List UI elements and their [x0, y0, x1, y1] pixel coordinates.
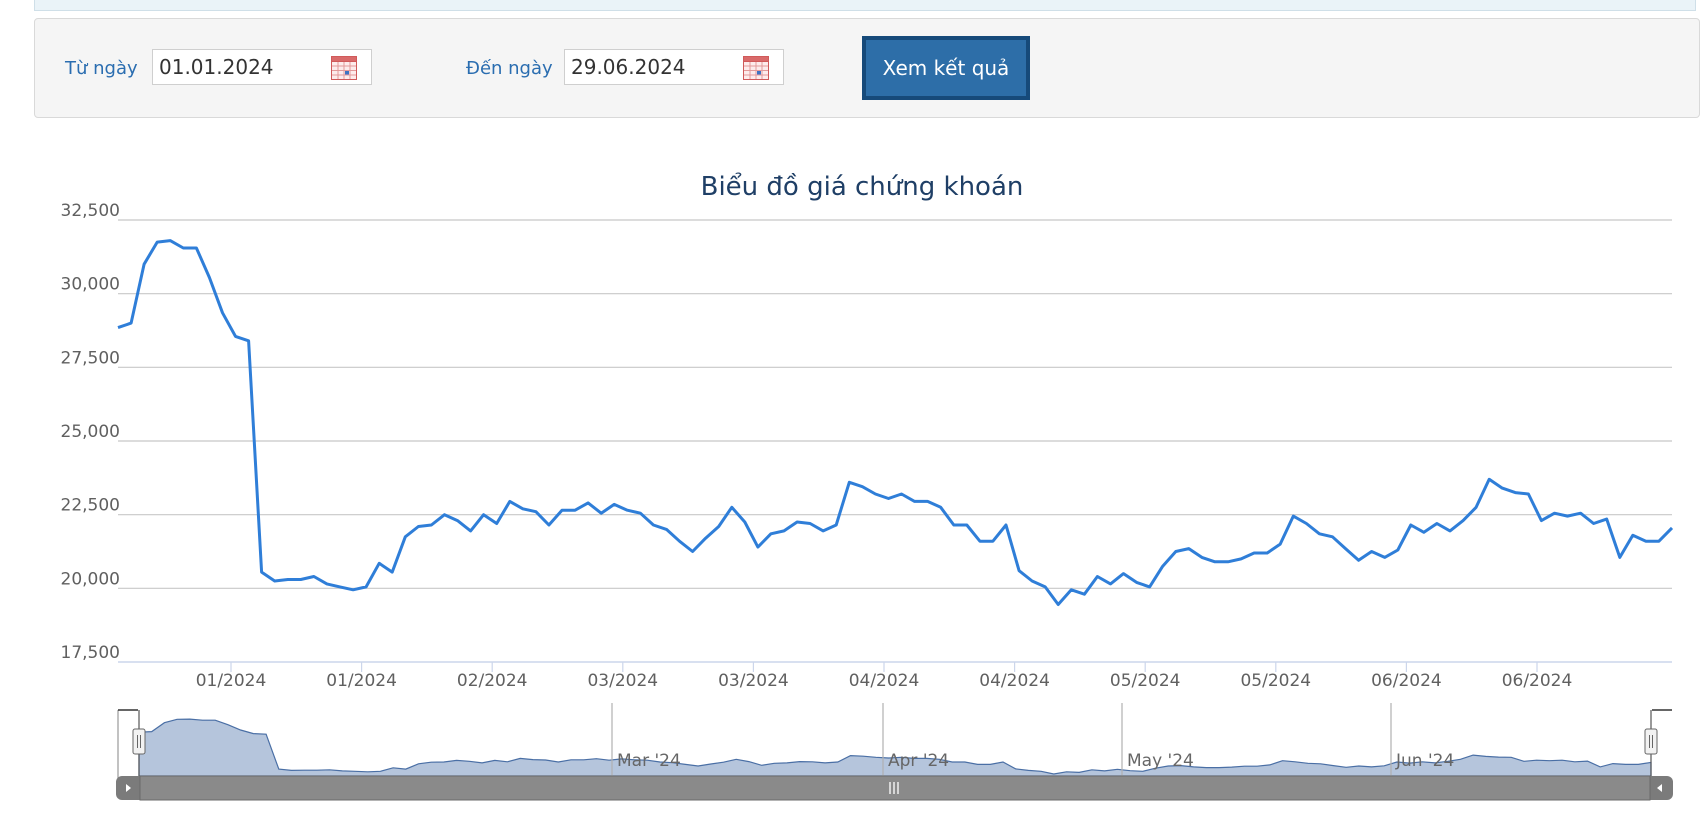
navigator-month-label: Apr '24 — [888, 751, 949, 771]
y-tick-label: 22,500 — [61, 496, 120, 516]
calendar-icon[interactable] — [331, 56, 357, 80]
y-tick-label: 27,500 — [61, 348, 120, 368]
x-tick-label: 02/2024 — [457, 671, 528, 691]
navigator-month-label: Jun '24 — [1395, 751, 1454, 771]
x-tick-label: 04/2024 — [849, 671, 920, 691]
scroll-left-arrow-icon[interactable] — [126, 784, 131, 792]
chart-title: Biểu đồ giá chứng khoán — [701, 171, 1024, 202]
navigator-month-label: Mar '24 — [617, 751, 681, 771]
x-axis-ticks: 01/2024 01/2024 02/2024 03/2024 03/2024 04/20… — [196, 662, 1573, 691]
navigator-month-label: May '24 — [1127, 751, 1194, 771]
view-results-button[interactable]: Xem kết quả — [862, 36, 1030, 100]
x-tick-label: 03/2024 — [718, 671, 789, 691]
y-tick-label: 17,500 — [61, 643, 120, 663]
navigator[interactable]: Mar '24 Apr '24 May '24 Jun '24 — [116, 703, 1673, 801]
x-tick-label: 05/2024 — [1240, 671, 1311, 691]
y-tick-label: 25,000 — [61, 422, 120, 442]
from-date-input[interactable] — [153, 50, 335, 84]
navigator-left-handle[interactable] — [132, 728, 146, 755]
price-line — [117, 239, 1674, 606]
to-date-label: Đến ngày — [466, 58, 553, 79]
scrollbar-thumb[interactable] — [139, 775, 1651, 801]
y-tick-label: 30,000 — [61, 275, 120, 295]
x-tick-label: 06/2024 — [1502, 671, 1573, 691]
from-date-label: Từ ngày — [65, 58, 138, 79]
scrollbar-grip-icon — [889, 782, 899, 794]
navigator-right-handle[interactable] — [1644, 728, 1658, 755]
to-date-input[interactable] — [565, 50, 747, 84]
x-tick-label: 04/2024 — [979, 671, 1050, 691]
grid-lines — [118, 219, 1672, 589]
y-tick-label: 32,500 — [61, 201, 120, 221]
x-tick-label: 03/2024 — [587, 671, 658, 691]
navigator-separators — [611, 703, 1392, 776]
scroll-right-arrow-icon[interactable] — [1657, 784, 1662, 792]
from-date-field[interactable] — [152, 49, 372, 85]
top-strip — [34, 0, 1696, 11]
navigator-area — [138, 718, 1652, 777]
calendar-icon[interactable] — [743, 56, 769, 80]
x-tick-label: 01/2024 — [196, 671, 267, 691]
y-tick-label: 20,000 — [61, 569, 120, 589]
navigator-scrollbar[interactable] — [116, 775, 1673, 801]
x-tick-label: 01/2024 — [326, 671, 397, 691]
x-tick-label: 05/2024 — [1110, 671, 1181, 691]
to-date-field[interactable] — [564, 49, 784, 85]
x-tick-label: 06/2024 — [1371, 671, 1442, 691]
navigator-labels: Mar '24 Apr '24 May '24 Jun '24 — [617, 751, 1454, 771]
y-axis-labels: 17,500 20,000 22,500 25,000 27,500 30,000 32,5… — [61, 201, 120, 663]
